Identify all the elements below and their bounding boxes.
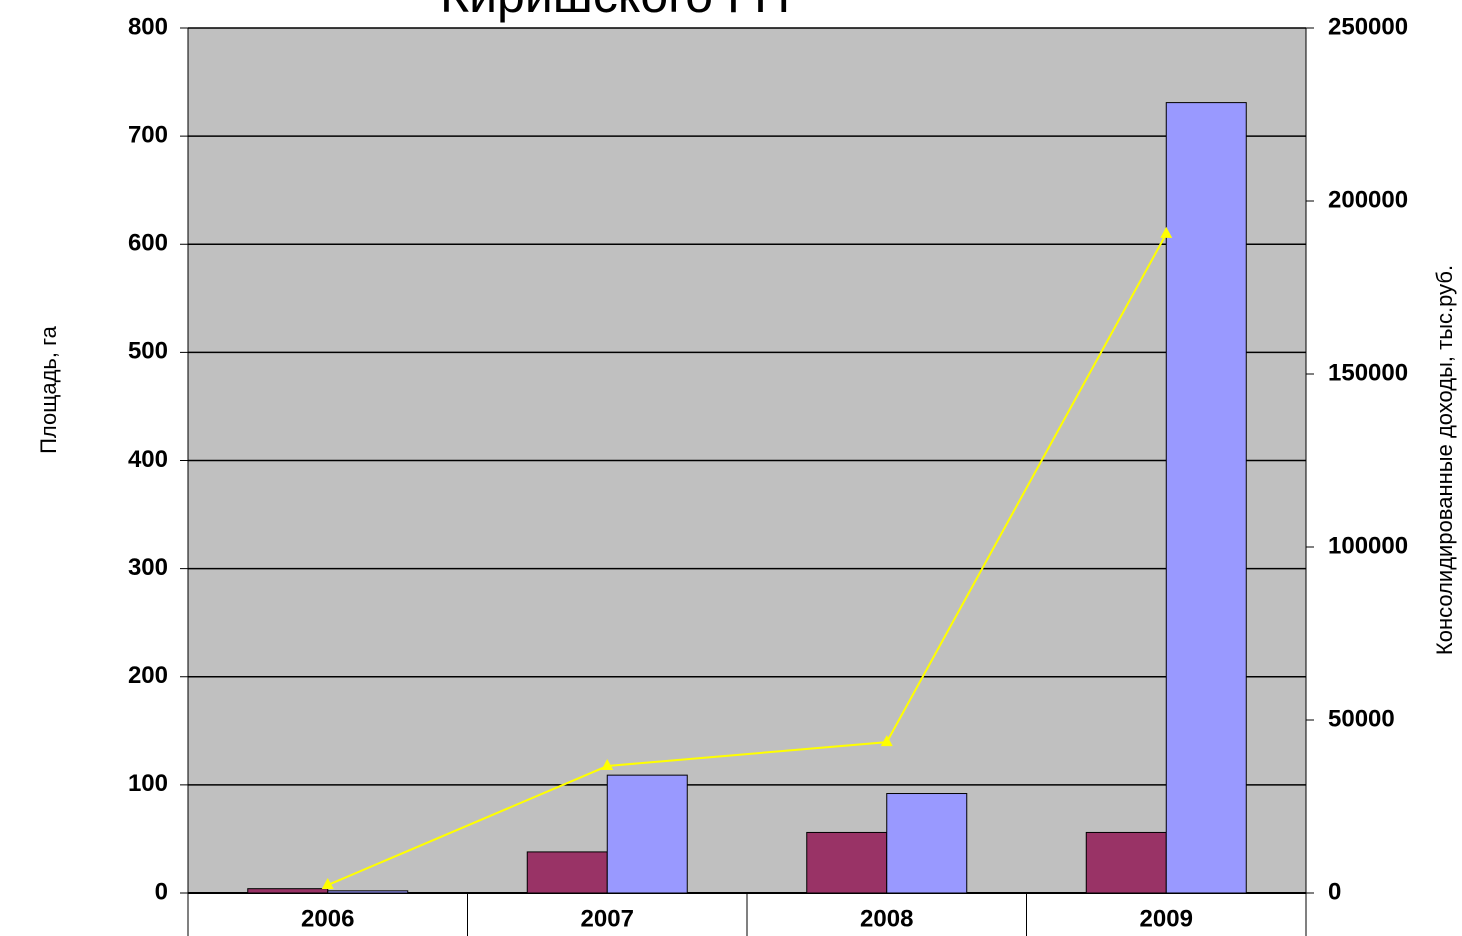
line-marker bbox=[1160, 226, 1173, 238]
y-tick-label: 700 bbox=[128, 121, 168, 148]
line bbox=[327, 233, 1168, 886]
bar bbox=[606, 774, 688, 894]
bar bbox=[247, 888, 329, 894]
x-tick-label: 2006 bbox=[301, 905, 354, 932]
y2-tick-label: 100000 bbox=[1328, 532, 1408, 559]
y2-tick-label: 200000 bbox=[1328, 186, 1408, 213]
x-tick-label: 2008 bbox=[860, 905, 913, 932]
y2-tick-label: 0 bbox=[1328, 878, 1341, 905]
y2-axis-label: Консолидированные доходы, тыс.руб. bbox=[1432, 265, 1457, 655]
y-tick-label: 200 bbox=[128, 662, 168, 689]
line-marker bbox=[601, 759, 614, 771]
bar bbox=[886, 793, 968, 894]
y2-tick-label: 250000 bbox=[1328, 13, 1408, 40]
y-tick-label: 100 bbox=[128, 770, 168, 797]
line-marker bbox=[321, 878, 334, 890]
x-tick-label: 2009 bbox=[1140, 905, 1193, 932]
bar bbox=[806, 831, 888, 894]
y-axis-label: Площадь, га bbox=[36, 325, 61, 454]
chart-title: Киришского ГП bbox=[440, 0, 790, 23]
y-tick-label: 400 bbox=[128, 446, 168, 473]
bar bbox=[1165, 102, 1247, 894]
y-tick-label: 600 bbox=[128, 230, 168, 257]
x-tick-label: 2007 bbox=[581, 905, 634, 932]
y2-tick-label: 150000 bbox=[1328, 359, 1408, 386]
bar bbox=[1085, 831, 1167, 894]
y-tick-label: 0 bbox=[155, 878, 168, 905]
y-tick-label: 500 bbox=[128, 338, 168, 365]
bar bbox=[327, 890, 409, 894]
y2-tick-label: 50000 bbox=[1328, 705, 1395, 732]
y-tick-label: 800 bbox=[128, 13, 168, 40]
line-marker bbox=[880, 735, 893, 747]
bar bbox=[526, 851, 608, 894]
y-tick-label: 300 bbox=[128, 554, 168, 581]
